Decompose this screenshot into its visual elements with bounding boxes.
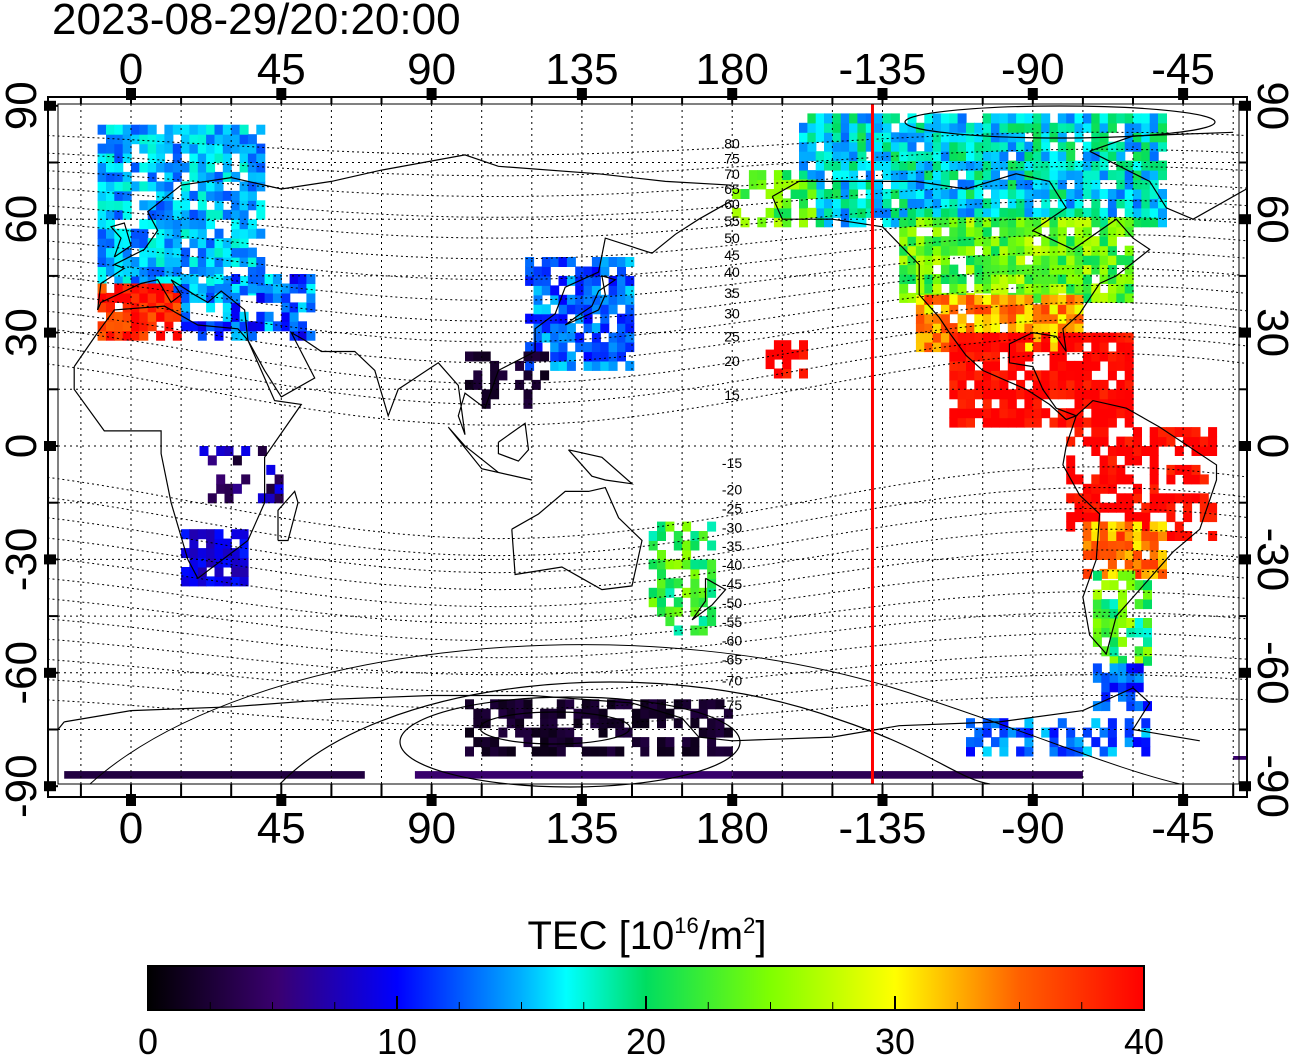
contour-label: 55 (724, 213, 740, 229)
contour-label: 60 (724, 196, 740, 212)
bottom-axis-label: -135 (838, 804, 926, 853)
top-axis-label: 90 (407, 45, 456, 94)
tec-data-layer (64, 113, 1247, 779)
contour-label: -20 (722, 481, 742, 497)
left-axis-label: -60 (0, 641, 46, 705)
right-axis-label: -90 (1248, 754, 1294, 818)
right-axis-label: 30 (1248, 308, 1294, 357)
bottom-axis-label: 135 (545, 804, 618, 853)
bottom-axis-label: 0 (119, 804, 143, 853)
left-axis-label: 30 (0, 308, 46, 357)
contour-label: 20 (724, 353, 740, 369)
axes: 0045459090135135180180-135-135-90-90-45-… (0, 45, 1294, 853)
colorbar-tick-label: 30 (875, 1021, 915, 1057)
colorbar-ticks: 0 10 20 30 40 (138, 996, 1164, 1057)
top-axis-label: -45 (1151, 45, 1215, 94)
right-axis-label: 0 (1248, 434, 1294, 458)
colorbar-title-prefix: TEC [10 (527, 914, 675, 958)
contour-label: -35 (722, 538, 742, 554)
bottom-axis-label: -90 (1001, 804, 1065, 853)
colorbar-title-unit-exponent: 2 (743, 913, 756, 938)
top-axis-label: 180 (695, 45, 768, 94)
colorbar-title-exponent: 16 (674, 913, 699, 938)
contour-label: 50 (724, 230, 740, 246)
top-axis-label: -90 (1001, 45, 1065, 94)
colorbar-tick-label: 0 (138, 1021, 158, 1057)
top-axis-label: 45 (257, 45, 306, 94)
colorbar-tick-label: 10 (377, 1021, 417, 1057)
left-axis-label: -90 (0, 754, 46, 818)
left-axis-label: 0 (0, 434, 46, 458)
contour-label: -45 (722, 576, 742, 592)
left-axis-label: -30 (0, 528, 46, 592)
contour-label: -25 (722, 500, 742, 516)
contour-label: 75 (724, 151, 740, 167)
colorbar-tick-label: 20 (626, 1021, 666, 1057)
contour-label: 35 (724, 285, 740, 301)
bottom-axis-label: -45 (1151, 804, 1215, 853)
contour-label: 30 (724, 306, 740, 322)
left-axis-label: 60 (0, 195, 46, 244)
colorbar-title-unit: /m (698, 914, 744, 958)
magnetic-latitude-contours (48, 105, 1247, 788)
contour-label: 45 (724, 247, 740, 263)
contour-label: -15 (722, 455, 742, 471)
bottom-axis-label: 90 (407, 804, 456, 853)
contour-label: -65 (722, 652, 742, 668)
contour-label: -50 (722, 595, 742, 611)
contour-label: -75 (722, 697, 742, 713)
contour-label: -30 (722, 519, 742, 535)
top-axis-label: 0 (119, 45, 143, 94)
contour-label: -70 (722, 672, 742, 688)
right-axis-label: -60 (1248, 641, 1294, 705)
graticule (58, 104, 1239, 784)
contour-label: -55 (722, 614, 742, 630)
top-axis-label: -135 (838, 45, 926, 94)
timestamp-title: 2023-08-29/20:20:00 (52, 0, 461, 44)
right-axis-label: -30 (1248, 528, 1294, 592)
colorbar-title: TEC [1016/m2] (0, 903, 1294, 959)
right-axis-label: 60 (1248, 195, 1294, 244)
colorbar-title-suffix: ] (755, 914, 767, 958)
contour-label: 70 (724, 166, 740, 182)
contour-label: -40 (722, 557, 742, 573)
colorbar-tick-label: 40 (1124, 1021, 1164, 1057)
bottom-axis-label: 180 (695, 804, 768, 853)
contour-label: 15 (724, 387, 740, 403)
contour-label: 65 (724, 181, 740, 197)
bottom-axis-label: 45 (257, 804, 306, 853)
top-axis-label: 135 (545, 45, 618, 94)
contour-label: 80 (724, 136, 740, 152)
contour-label: 25 (724, 328, 740, 344)
left-axis-label: 90 (0, 81, 46, 130)
right-axis-label: 90 (1248, 81, 1294, 130)
contour-label: 40 (724, 264, 740, 280)
contour-label: -60 (722, 633, 742, 649)
